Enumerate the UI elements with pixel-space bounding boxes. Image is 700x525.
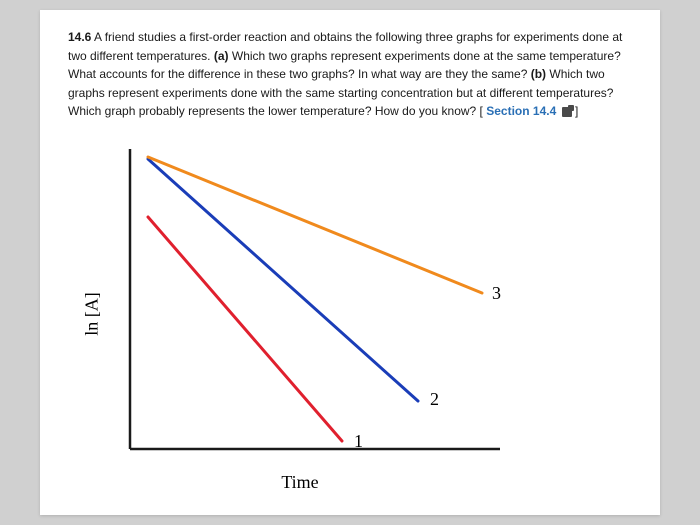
section-reference-link[interactable]: Section 14.4 [486,104,575,118]
question-close-bracket: ] [575,104,578,118]
part-b-label: (b) [531,67,546,81]
section-reference-label: Section 14.4 [486,104,556,118]
x-axis-label: Time [281,472,318,493]
series-label-3: 3 [492,283,501,304]
y-axis-label: ln [A] [81,292,102,336]
series-label-1: 1 [354,431,363,452]
question-text: 14.6 A friend studies a first-order reac… [68,28,632,121]
series-label-2: 2 [430,389,439,410]
chart-svg [80,139,520,469]
kinetics-chart: ln [A] Time 123 [80,139,520,489]
question-number: 14.6 [68,30,91,44]
part-a-label: (a) [214,49,229,63]
page-container: 14.6 A friend studies a first-order reac… [40,10,660,515]
series-line-1 [148,217,342,441]
series-line-2 [148,159,418,401]
external-link-icon [562,107,572,117]
